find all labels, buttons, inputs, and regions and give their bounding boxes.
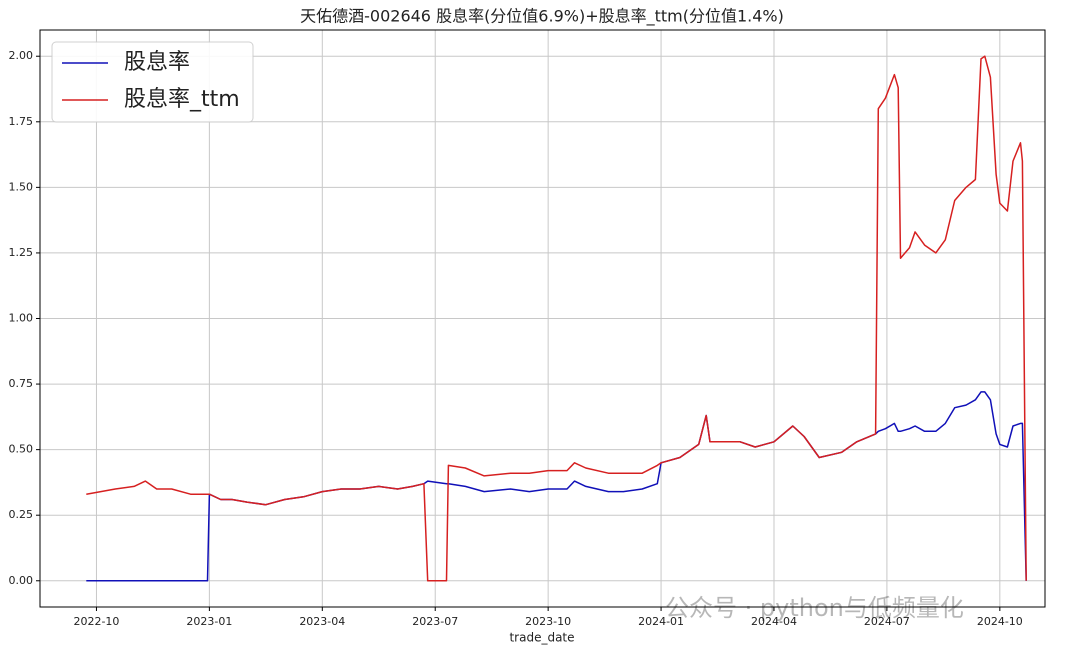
- x-tick-label: 2024-07: [864, 615, 910, 628]
- y-tick-label: 0.25: [9, 508, 34, 521]
- x-tick-label: 2024-04: [751, 615, 797, 628]
- y-tick-label: 2.00: [9, 49, 34, 62]
- plot-frame: [39, 29, 1046, 608]
- y-tick-label: 1.00: [9, 312, 34, 325]
- series-line: [86, 55, 1027, 582]
- x-tick-label: 2023-10: [525, 615, 571, 628]
- watermark: 公众号 · python与低频量化: [665, 594, 964, 622]
- x-axis-label: trade_date: [509, 631, 574, 645]
- legend-label: 股息率_ttm: [124, 87, 240, 112]
- y-tick-label: 1.50: [9, 180, 34, 193]
- legend-label: 股息率: [124, 50, 190, 75]
- x-tick-label: 2024-10: [977, 615, 1023, 628]
- x-tick-label: 2024-01: [638, 615, 684, 628]
- y-tick-label: 0.00: [9, 574, 34, 587]
- y-tick-label: 0.75: [9, 377, 34, 390]
- legend-box: [51, 41, 254, 123]
- x-tick-label: 2023-04: [299, 615, 345, 628]
- x-tick-label: 2023-01: [186, 615, 232, 628]
- chart-title: 天佑德酒-002646 股息率(分位值6.9%)+股息率_ttm(分位值1.4%…: [300, 7, 784, 27]
- x-tick-label: 2022-10: [73, 615, 119, 628]
- y-tick-label: 1.25: [9, 246, 34, 259]
- y-tick-label: 1.75: [9, 115, 34, 128]
- x-tick-label: 2023-07: [412, 615, 458, 628]
- y-tick-label: 0.50: [9, 443, 34, 456]
